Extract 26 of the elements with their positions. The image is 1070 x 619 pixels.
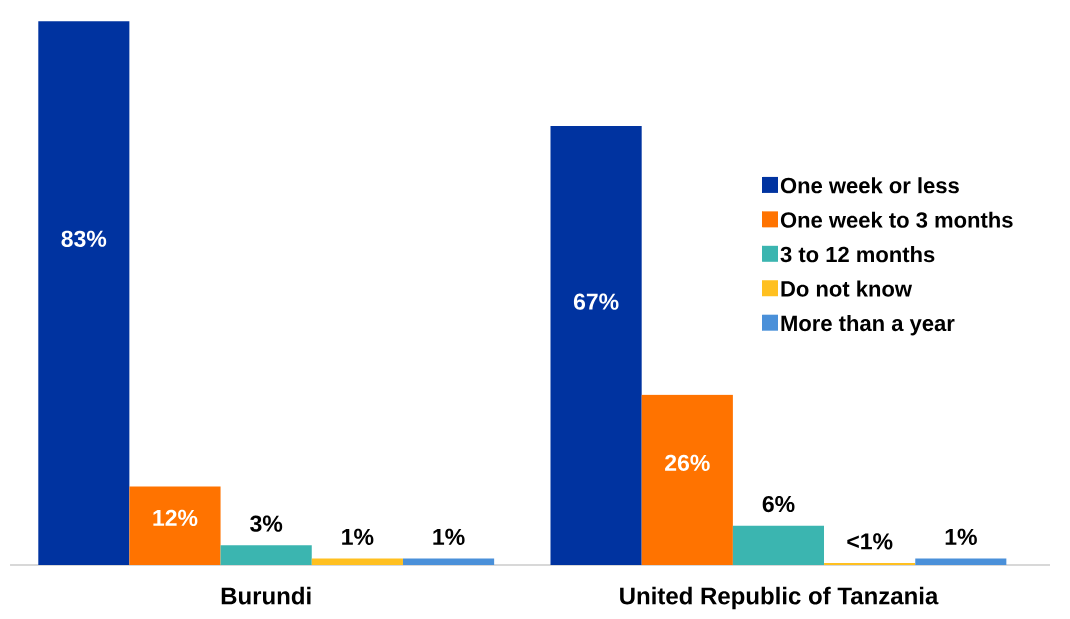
bar [129, 486, 221, 565]
data-label: 12% [153, 509, 198, 526]
bar [732, 525, 825, 565]
bar [915, 558, 1007, 565]
bar [311, 558, 403, 565]
bar [38, 21, 130, 565]
x-tick-label: Burundi [221, 586, 311, 605]
bar [220, 545, 312, 565]
legend-label: 3 to 12 months [780, 246, 935, 263]
data-label: 3% [250, 515, 283, 532]
data-label: 1% [342, 528, 374, 545]
legend-label: More than a year [781, 314, 955, 336]
legend-label: Do not know [781, 280, 913, 297]
x-tick-label: United Republic of Tanzania [620, 586, 939, 610]
data-label: 67% [573, 293, 619, 310]
legend-label: One week to 3 months [780, 211, 1013, 228]
bar [641, 394, 733, 565]
legend-label: One week or less [780, 177, 959, 194]
data-label: 83% [61, 230, 107, 247]
bar [550, 126, 642, 565]
data-label: 1% [433, 528, 465, 545]
data-label: 1% [945, 528, 977, 545]
data-label: <1% [847, 533, 893, 550]
data-label: 26% [665, 454, 710, 471]
data-label: 6% [762, 495, 795, 513]
bar [402, 558, 495, 565]
